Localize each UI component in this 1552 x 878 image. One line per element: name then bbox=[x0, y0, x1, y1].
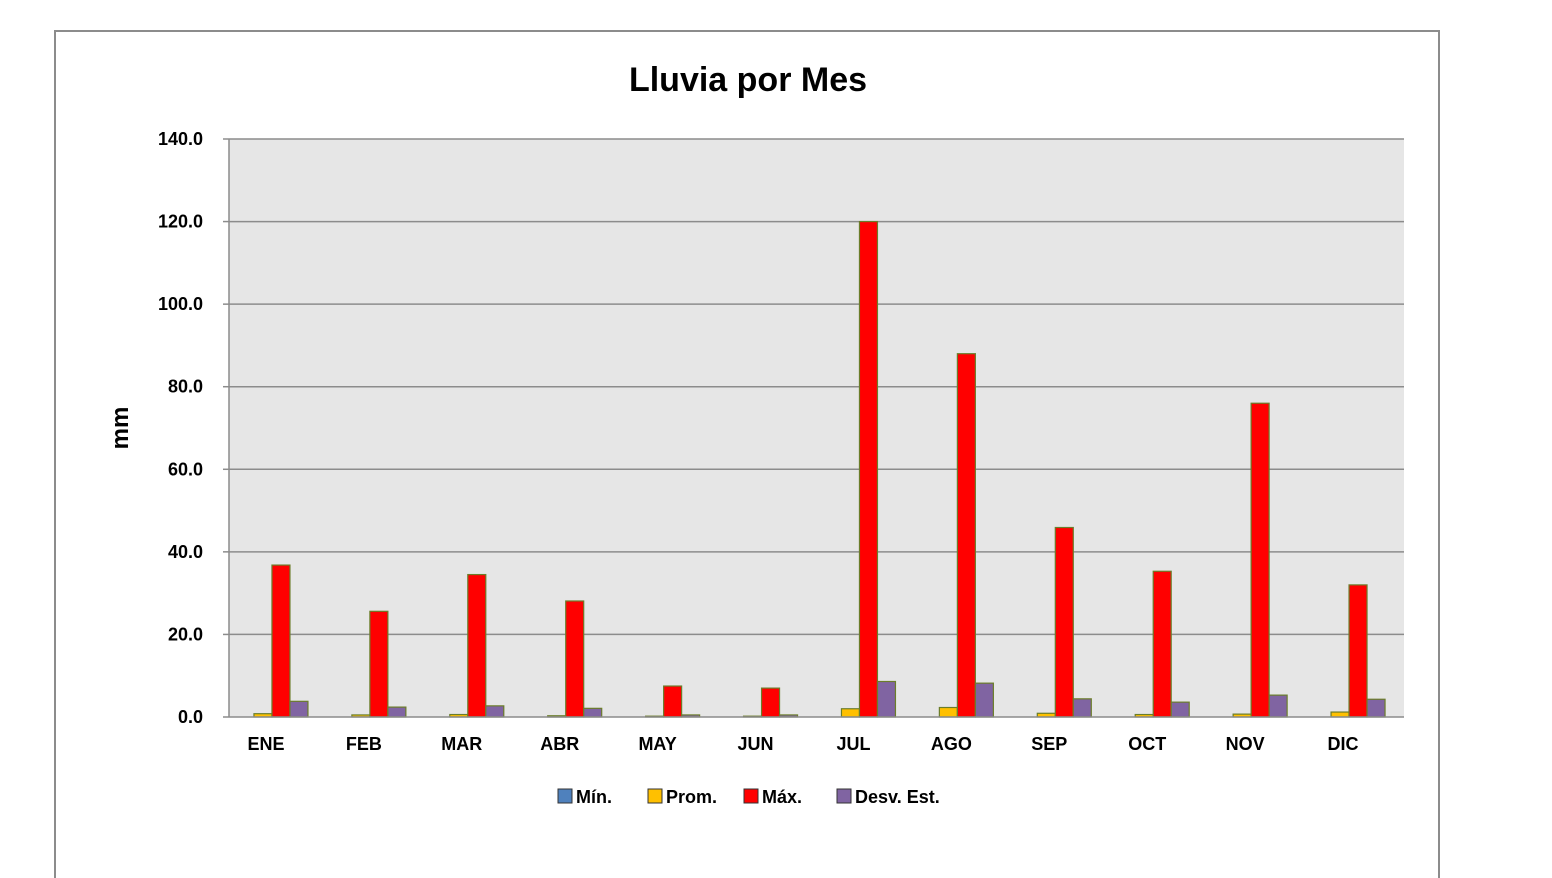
axes bbox=[223, 138, 1404, 718]
chart-title: Lluvia por Mes bbox=[629, 61, 867, 99]
bar-nov-series-3 bbox=[1268, 694, 1288, 718]
legend-swatch bbox=[557, 788, 573, 804]
bar-ago-series-2 bbox=[956, 353, 976, 718]
x-tick-label: JUN bbox=[738, 734, 774, 754]
y-tick-labels: 0.0 20.0 40.0 60.0 80.0 100.0 120.0 140.0 bbox=[158, 129, 203, 727]
bar-jun-series-2 bbox=[760, 687, 781, 718]
bar-mar-series-3 bbox=[485, 705, 505, 718]
bar-dic-series-3 bbox=[1366, 698, 1386, 718]
bar-sep-series-2 bbox=[1054, 526, 1074, 718]
x-tick-label: SEP bbox=[1031, 734, 1067, 754]
x-tick-label: MAY bbox=[638, 734, 676, 754]
bar-oct-series-2 bbox=[1152, 570, 1172, 718]
x-tick-label: ENE bbox=[247, 734, 284, 754]
grid-lines bbox=[229, 138, 1404, 636]
x-tick-label: DIC bbox=[1328, 734, 1359, 754]
bar-feb-series-2 bbox=[369, 610, 389, 718]
bar-jul-series-1 bbox=[840, 708, 861, 718]
bar-abr-series-2 bbox=[565, 600, 585, 718]
bar-jul-series-2 bbox=[858, 220, 879, 718]
x-tick-label: OCT bbox=[1128, 734, 1166, 754]
plot-area bbox=[229, 139, 1404, 717]
x-tick-label: ABR bbox=[540, 734, 579, 754]
y-tick-label: 120.0 bbox=[158, 212, 203, 232]
y-tick-label: 0.0 bbox=[178, 707, 203, 727]
y-tick-label: 20.0 bbox=[168, 624, 203, 644]
bar-may-series-2 bbox=[663, 685, 683, 718]
bar-mar-series-2 bbox=[467, 573, 487, 718]
x-tick-label: NOV bbox=[1226, 734, 1265, 754]
y-axis-label: mm bbox=[107, 407, 134, 450]
y-tick-label: 80.0 bbox=[168, 377, 203, 397]
bar-abr-series-3 bbox=[583, 707, 603, 718]
chart-frame bbox=[54, 30, 1440, 878]
legend-swatch bbox=[836, 788, 852, 804]
y-tick-label: 40.0 bbox=[168, 542, 203, 562]
bar-dic-series-2 bbox=[1348, 584, 1368, 718]
y-tick-label: 140.0 bbox=[158, 129, 203, 149]
x-tick-label: AGO bbox=[931, 734, 972, 754]
x-tick-label: JUL bbox=[836, 734, 870, 754]
legend-swatch bbox=[647, 788, 663, 804]
legend: Mín. Prom. Máx. Desv. Est. bbox=[557, 787, 940, 807]
legend-label: Máx. bbox=[762, 787, 802, 807]
bar-nov-series-2 bbox=[1250, 402, 1270, 718]
legend-label: Desv. Est. bbox=[855, 787, 940, 807]
legend-label: Prom. bbox=[666, 787, 717, 807]
bar-feb-series-3 bbox=[387, 706, 407, 718]
bar-oct-series-3 bbox=[1170, 701, 1190, 718]
bar-ago-series-3 bbox=[974, 682, 994, 718]
x-tick-label: MAR bbox=[441, 734, 482, 754]
bar-ago-series-1 bbox=[938, 706, 958, 718]
bar-jul-series-3 bbox=[876, 680, 897, 718]
bar-ene-series-2 bbox=[271, 564, 291, 718]
x-tick-label: FEB bbox=[346, 734, 382, 754]
x-tick-labels: ENE FEB MAR ABR MAY JUN JUL AGO SEP OCT NOV DIC bbox=[247, 734, 1358, 754]
y-tick-label: 100.0 bbox=[158, 294, 203, 314]
legend-swatch bbox=[743, 788, 759, 804]
bar-ene-series-3 bbox=[289, 700, 309, 718]
y-tick-label: 60.0 bbox=[168, 459, 203, 479]
legend-label: Mín. bbox=[576, 787, 612, 807]
bar-sep-series-3 bbox=[1072, 698, 1092, 718]
